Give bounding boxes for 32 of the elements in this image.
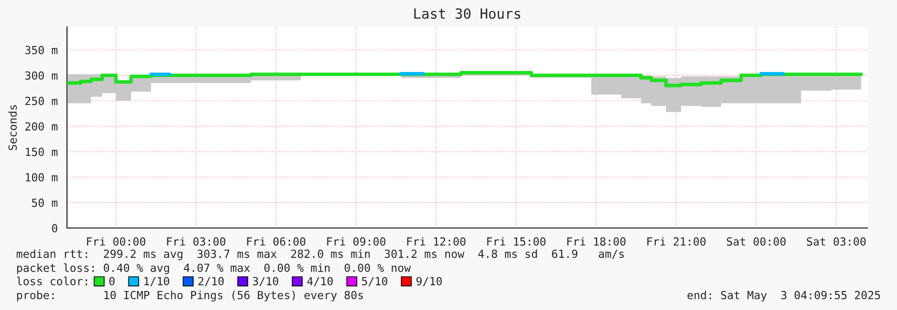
legend-label: 3/10 [252,276,278,286]
x-tick-label: Fri 21:00 [647,237,706,246]
x-tick-label: Fri 03:00 [167,237,226,246]
text: packet loss: 0.40 % avg 4.07 % max 0.00 % min 0.00 % now [17,263,411,274]
y-tick-label: 50 m [32,198,58,207]
y-tick-label: 300 m [25,71,58,80]
legend-label: 5/10 [362,276,388,286]
y-tick-label: 150 m [26,148,58,156]
legend-label: 9/10 [416,276,442,286]
y-tick-label: 350 m [25,46,58,54]
y-tick-label: 200 m [25,122,58,131]
x-tick-label: Fri 09:00 [327,237,386,246]
legend-label: 0 [109,276,115,286]
x-tick-label: Sat 00:00 [726,237,786,246]
x-tick-label: Fri 06:00 [247,237,306,246]
x-tick-label: Fri 12:00 [407,237,466,246]
legend-label: 4/10 [307,276,333,286]
y-tick-label: 100 m [26,173,58,182]
y-tick-label: 250 m [25,96,58,106]
y-axis-title: Seconds [8,105,17,150]
x-tick-label: Sat 03:00 [806,237,866,246]
x-tick-label: Fri 18:00 [567,237,626,246]
text: median rtt: 299.2 ms avg 303.7 ms max 282.0 ms min 301.2 ms now 4.8 ms sd 61.9 am/s [16,249,624,260]
legend-label: 2/10 [198,276,224,286]
legend-label: 1/10 [144,276,170,286]
text: end: Sat May 3 04:09:55 2025 [688,290,880,302]
legend-title: loss color: [17,276,88,286]
x-tick-label: Fri 00:00 [87,237,146,246]
chart-title: Last 30 Hours [414,8,520,19]
x-tick-label: Fri 15:00 [487,237,546,246]
text: probe: 10 ICMP Echo Pings (56 Bytes) every 80s [17,290,363,302]
y-tick-label: 0 [52,224,58,232]
